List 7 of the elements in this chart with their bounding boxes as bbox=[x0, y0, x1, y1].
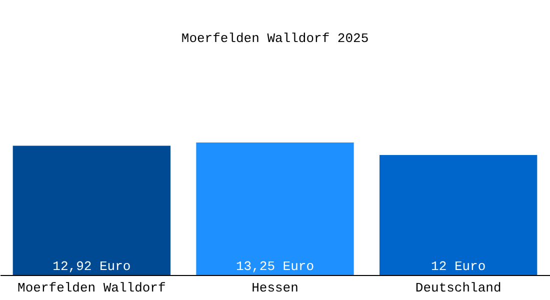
data-label: 13,25 Euro bbox=[236, 259, 314, 274]
x-tick-label: Hessen bbox=[252, 280, 298, 296]
x-tick-label: Moerfelden Walldorf bbox=[18, 280, 166, 296]
x-tick-label: Deutschland bbox=[415, 280, 502, 296]
data-label: 12 Euro bbox=[431, 259, 486, 274]
chart-title: Moerfelden Walldorf 2025 bbox=[181, 31, 369, 46]
data-label: 12,92 Euro bbox=[52, 259, 131, 274]
